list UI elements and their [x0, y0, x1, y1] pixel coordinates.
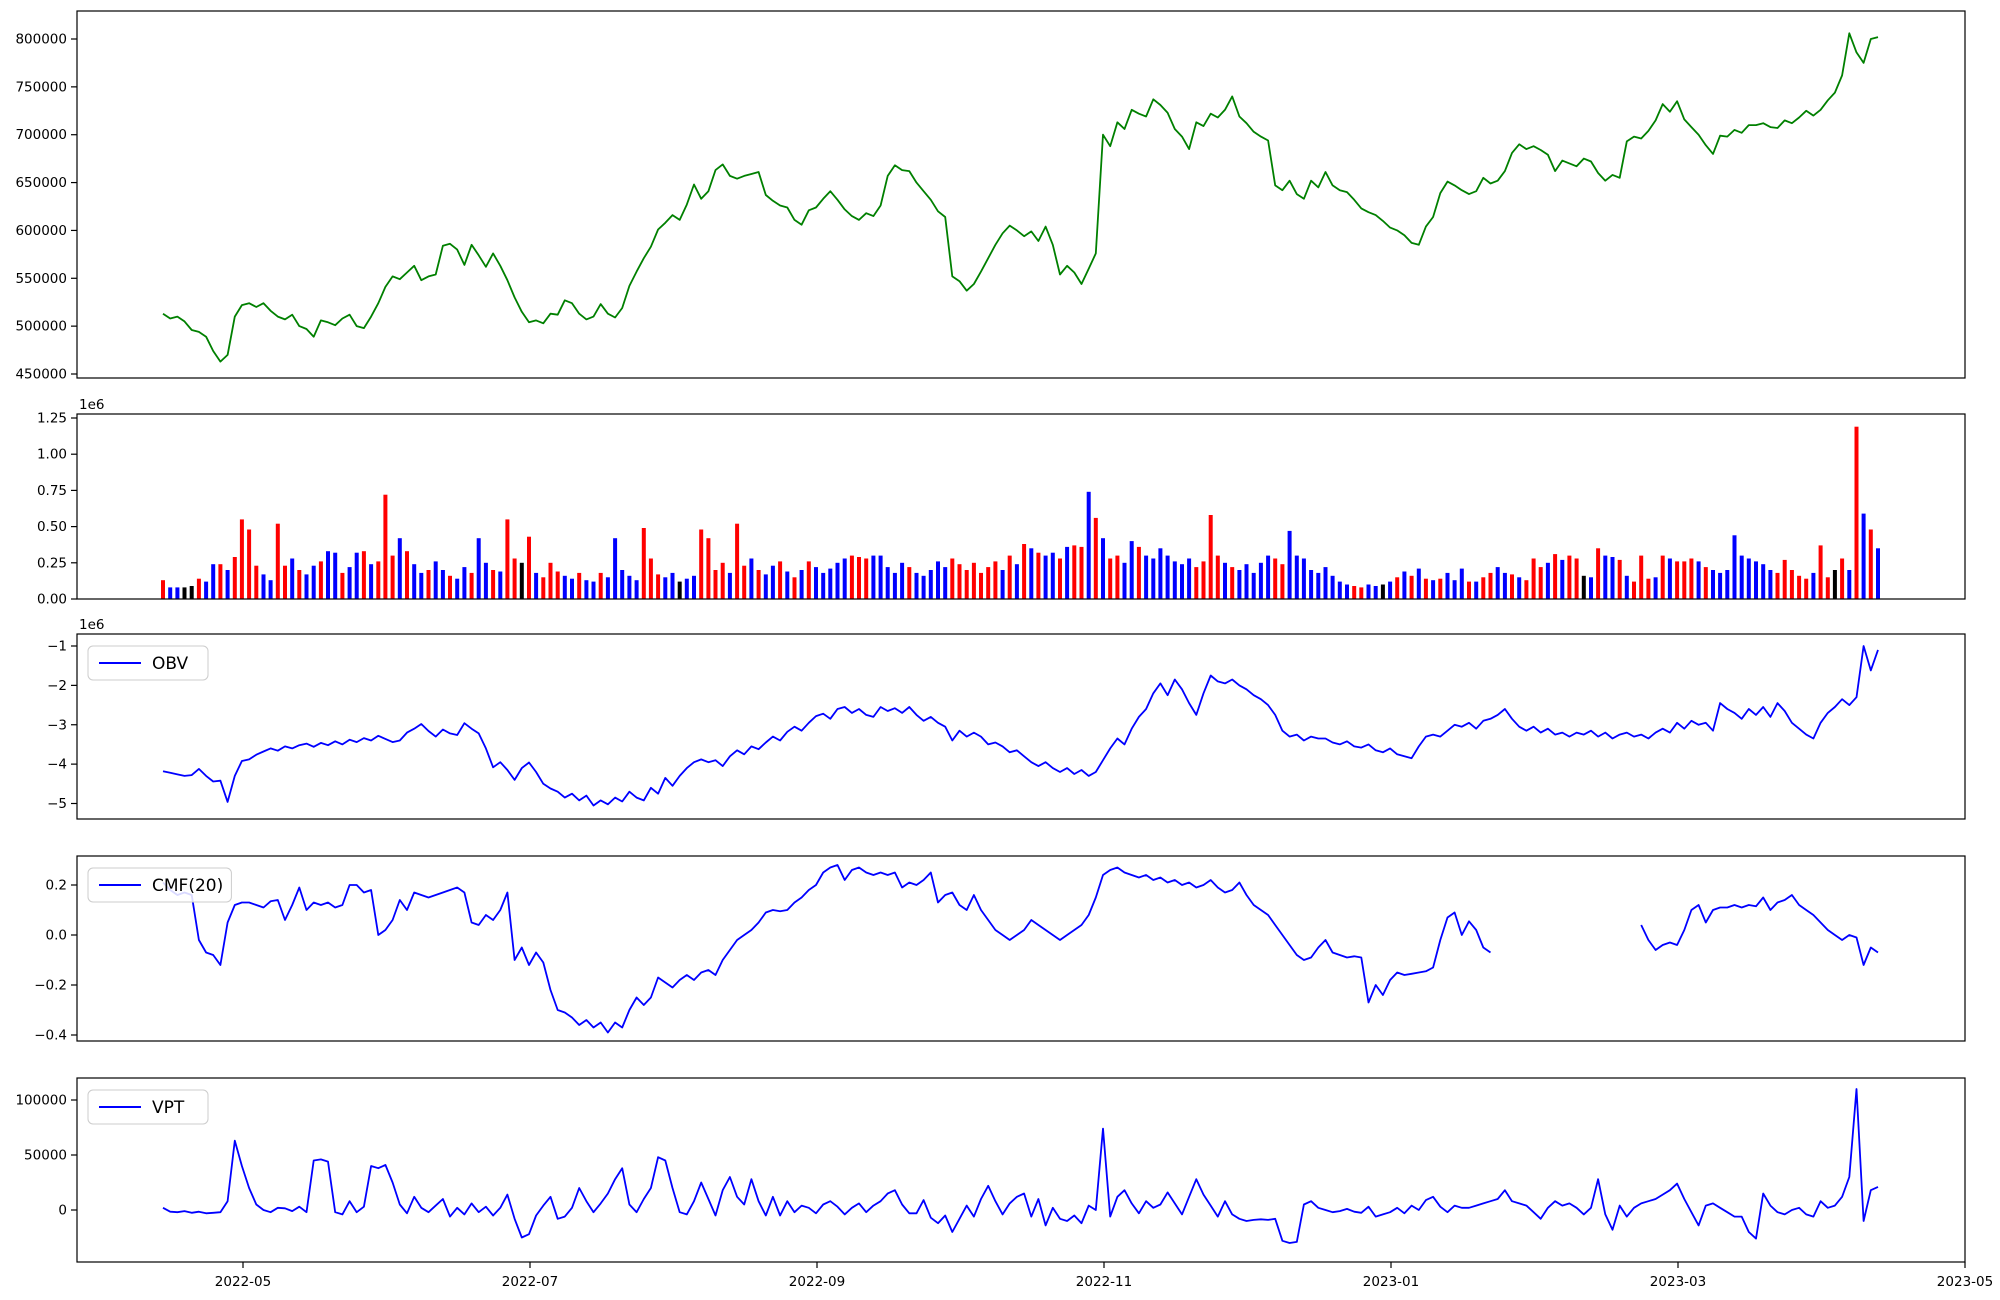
OBV-panel: −5 −4 −3 −2 −1 1e6 OBV — [47, 617, 1966, 820]
price-spines — [76, 10, 1966, 379]
OBV-spines — [76, 633, 1966, 820]
volume-bars — [161, 426, 1880, 599]
y-tick-label: −3 — [47, 717, 67, 733]
y-tick-label: 800000 — [15, 32, 67, 48]
CMF(20)-panel: −0.4 −0.2 0.0 0.2 CMF(20) — [34, 855, 1966, 1044]
volume-spines — [76, 413, 1966, 600]
CMF(20)-spines — [76, 855, 1966, 1042]
price-panel: 450000 500000 550000 600000 650000 700000 7500… — [15, 10, 1966, 383]
y-tick-label: 0.25 — [37, 555, 67, 571]
x-tick-label: 2023-03 — [1650, 1274, 1706, 1290]
y-tick-label: 1.00 — [37, 447, 67, 463]
volume-panel: 0.00 0.25 0.50 0.75 1.00 1.25 1e6 — [37, 397, 1966, 608]
y-tick-label: 600000 — [15, 223, 67, 239]
OBV-line — [162, 645, 1879, 807]
y-tick-label: 100000 — [15, 1093, 67, 1109]
x-tick-label: 2022-07 — [502, 1274, 558, 1290]
y-tick-label: 550000 — [15, 271, 67, 287]
y-tick-label: −4 — [47, 757, 67, 773]
y-tick-label: 700000 — [15, 127, 67, 143]
x-tick-label: 2023-01 — [1363, 1274, 1419, 1290]
y-tick-label: −5 — [47, 796, 67, 812]
x-tick-label: 2022-09 — [789, 1274, 845, 1290]
y-tick-label: 0.50 — [37, 519, 67, 535]
y-tick-label: −2 — [47, 678, 67, 694]
VPT-legend-label: VPT — [152, 1098, 185, 1118]
x-axis: 2022-05 2022-07 2022-09 2022-11 2023-01 2023-… — [215, 1262, 1993, 1290]
VPT-line — [162, 1088, 1879, 1244]
OBV-legend-box — [87, 645, 209, 681]
y-tick-label: 650000 — [15, 175, 67, 191]
x-tick-label: 2022-11 — [1076, 1274, 1132, 1290]
OBV-legend-label: OBV — [152, 654, 189, 674]
x-tick-label: 2022-05 — [215, 1274, 271, 1290]
y-tick-label: −0.2 — [34, 978, 67, 994]
y-tick-label: 1.25 — [37, 411, 67, 427]
y-tick-label: 450000 — [15, 367, 67, 383]
y-tick-label: −0.4 — [34, 1028, 67, 1044]
y-tick-label: 0.0 — [46, 928, 67, 944]
VPT-legend-box — [87, 1089, 209, 1125]
axis-offset-label: 1e6 — [79, 397, 104, 413]
CMF(20)-line — [162, 864, 1879, 1034]
y-tick-label: 0.2 — [46, 878, 67, 894]
axis-offset-label: 1e6 — [79, 617, 104, 633]
y-tick-label: 0.00 — [37, 592, 67, 608]
y-tick-label: 0 — [58, 1203, 67, 1219]
y-tick-label: 0.75 — [37, 483, 67, 499]
CMF(20)-legend-box — [87, 867, 232, 903]
y-tick-label: 500000 — [15, 319, 67, 335]
x-tick-label: 2023-05 — [1937, 1274, 1993, 1290]
y-tick-label: −1 — [47, 639, 67, 655]
y-tick-label: 750000 — [15, 79, 67, 95]
price-line — [162, 32, 1879, 363]
y-tick-label: 50000 — [24, 1148, 67, 1164]
VPT-spines — [76, 1077, 1966, 1263]
CMF(20)-legend-label: CMF(20) — [152, 876, 223, 896]
VPT-panel: 0 50000 100000 VPT — [15, 1077, 1966, 1263]
